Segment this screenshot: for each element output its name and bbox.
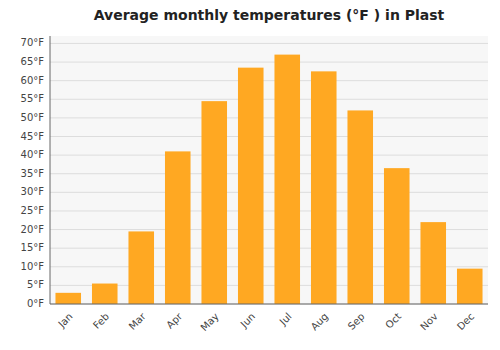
title: Average monthly temperatures (°F ) in Pl… xyxy=(94,7,445,23)
grid xyxy=(50,43,488,304)
bar xyxy=(165,151,191,304)
grid-line xyxy=(50,80,488,81)
y-tick-label: 20°F xyxy=(21,224,45,235)
bar xyxy=(55,293,81,304)
bar xyxy=(311,71,337,304)
bar xyxy=(457,269,483,304)
y-tick-label: 50°F xyxy=(21,112,45,123)
x-tick-labels: Jan Feb Mar Apr May Jun Jul Aug Sep Oct Nov Dec xyxy=(55,310,476,333)
x-tick-label: Mar xyxy=(127,310,149,332)
grid-line xyxy=(50,43,488,44)
grid-line xyxy=(50,210,488,211)
chart-svg: 0°F 5°F 10°F 15°F 20°F 25°F 30°F 35°F 40°F 45°F 50… xyxy=(0,0,500,350)
bar xyxy=(92,284,118,304)
y-tick-label: 45°F xyxy=(21,131,45,142)
x-tick-label: Jun xyxy=(238,311,258,331)
y-tick-label: 35°F xyxy=(21,168,45,179)
bar xyxy=(384,168,410,304)
bar xyxy=(274,55,300,304)
y-tick-label: 15°F xyxy=(21,242,45,253)
x-tick-label: Apr xyxy=(164,310,185,331)
y-tick-label: 10°F xyxy=(21,261,45,272)
bar xyxy=(238,68,264,304)
plot-background xyxy=(50,36,488,304)
x-tick-label: Feb xyxy=(91,311,111,331)
y-tick-labels: 0°F 5°F 10°F 15°F 20°F 25°F 30°F 35°F 40°F 45°F 50… xyxy=(21,37,45,309)
y-tick-label: 5°F xyxy=(27,279,44,290)
bar xyxy=(420,222,446,304)
y-tick-label: 60°F xyxy=(21,75,45,86)
y-tick-label: 70°F xyxy=(21,37,45,48)
x-axis-line xyxy=(50,304,488,305)
grid-line xyxy=(50,304,488,305)
bar xyxy=(347,110,373,304)
chart-container: 0°F 5°F 10°F 15°F 20°F 25°F 30°F 35°F 40°F 45°F 50… xyxy=(0,0,500,350)
x-tick-label: Aug xyxy=(309,311,331,333)
y-tick-label: 55°F xyxy=(21,93,45,104)
x-tick-label: May xyxy=(198,311,220,333)
grid-line xyxy=(50,192,488,193)
x-tick-label: Jan xyxy=(55,311,74,330)
grid-line xyxy=(50,136,488,137)
x-tick-label: Dec xyxy=(455,311,476,332)
y-tick-label: 40°F xyxy=(21,149,45,160)
y-tick-label: 30°F xyxy=(21,186,45,197)
x-tick-label: Oct xyxy=(383,311,403,331)
bar xyxy=(201,101,227,304)
grid-line xyxy=(50,99,488,100)
y-tick-label: 0°F xyxy=(27,298,44,309)
x-tick-label: Sep xyxy=(346,311,367,332)
y-tick-label: 25°F xyxy=(21,205,45,216)
y-tick-label: 65°F xyxy=(21,56,45,67)
y-axis-line xyxy=(50,36,51,304)
grid-line xyxy=(50,173,488,174)
grid-line xyxy=(50,62,488,63)
grid-line xyxy=(50,117,488,118)
bar xyxy=(128,231,154,304)
x-tick-label: Nov xyxy=(418,311,440,333)
bars xyxy=(55,55,482,304)
x-tick-label: Jul xyxy=(277,311,294,328)
grid-line xyxy=(50,155,488,156)
